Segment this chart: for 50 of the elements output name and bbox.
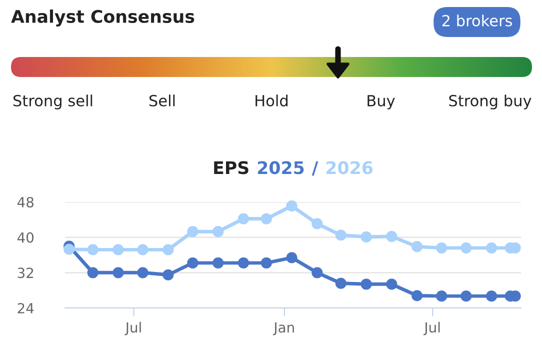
point xyxy=(360,278,372,290)
category-label: Hold xyxy=(256,94,288,106)
x-tick-label: Jul xyxy=(124,322,141,336)
point xyxy=(87,267,98,278)
point xyxy=(260,213,272,224)
point xyxy=(386,278,398,290)
point xyxy=(436,242,448,254)
x-tick-label: Jan xyxy=(272,322,294,336)
point xyxy=(286,252,298,264)
category-label: Strong buy xyxy=(449,94,532,110)
point xyxy=(335,230,346,241)
point xyxy=(137,267,148,278)
point xyxy=(360,231,372,242)
point xyxy=(112,267,124,278)
point xyxy=(286,200,298,212)
chart-title: EPS 2025 / 2026 xyxy=(214,161,373,176)
text: 2 brokers xyxy=(442,14,512,26)
point xyxy=(137,244,148,256)
point xyxy=(187,257,198,269)
point xyxy=(87,244,98,256)
point xyxy=(312,218,323,230)
x-tick-label: Jul xyxy=(423,322,440,336)
category-label: Strong sell xyxy=(13,94,92,110)
point xyxy=(260,257,272,269)
y-tick-label: 40 xyxy=(17,232,34,243)
point xyxy=(460,290,472,302)
category-label: Sell xyxy=(149,94,175,106)
point xyxy=(112,244,124,256)
point xyxy=(212,226,224,238)
point xyxy=(335,278,346,289)
point xyxy=(312,267,323,278)
point xyxy=(411,241,423,252)
point xyxy=(486,242,498,254)
point xyxy=(238,213,250,224)
point xyxy=(238,257,250,269)
y-tick-label: 48 xyxy=(17,196,34,208)
point xyxy=(411,290,423,302)
point xyxy=(212,257,224,269)
point xyxy=(162,269,174,280)
point xyxy=(162,244,174,256)
y-tick-label: 24 xyxy=(18,302,34,314)
category-label: Buy xyxy=(368,95,395,110)
point xyxy=(436,290,448,302)
point xyxy=(187,226,198,238)
y-tick-label: 32 xyxy=(18,268,34,278)
point xyxy=(486,290,498,302)
point xyxy=(460,242,472,254)
point xyxy=(64,244,75,255)
point xyxy=(386,230,398,242)
text: Analyst Consensus xyxy=(11,10,194,26)
